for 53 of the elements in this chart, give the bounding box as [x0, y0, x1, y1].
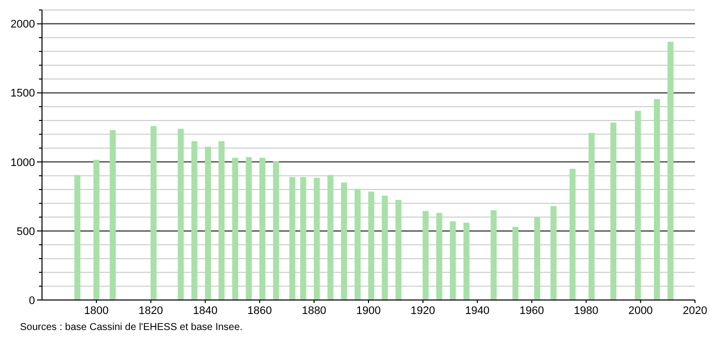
bar	[314, 178, 320, 300]
bar	[382, 196, 388, 300]
y-tick-label: 1000	[10, 156, 35, 169]
x-tick-label: 1980	[574, 305, 598, 317]
bar	[550, 206, 557, 300]
bar	[246, 157, 252, 300]
x-tick-label: 2020	[682, 305, 708, 317]
x-tick-label: 1900	[356, 305, 381, 317]
bar	[191, 141, 198, 300]
bar	[272, 161, 279, 300]
bar	[110, 130, 116, 300]
y-tick-label: 2000	[10, 18, 35, 31]
bar	[512, 226, 518, 300]
x-tick-label: 1860	[247, 305, 272, 317]
bar	[610, 122, 616, 300]
bar	[300, 177, 306, 300]
bar	[436, 213, 442, 300]
y-tick-label: 500	[16, 226, 35, 238]
source-note: Sources : base Cassini de l'EHESS et base Insee.	[20, 322, 243, 333]
x-tick-label: 1940	[465, 305, 490, 317]
bar	[341, 182, 348, 300]
bar	[422, 210, 429, 300]
y-tick-label: 1500	[10, 88, 35, 100]
bar	[490, 210, 497, 300]
x-tick-label: 1840	[193, 305, 218, 317]
x-tick-label: 1920	[410, 305, 436, 317]
x-tick-label: 1960	[520, 305, 544, 317]
y-tick-label: 0	[28, 294, 35, 307]
x-tick-label: 1820	[138, 305, 164, 317]
bar	[259, 158, 266, 300]
bar	[178, 128, 184, 300]
bar	[450, 221, 456, 300]
bar	[395, 200, 402, 300]
bar	[327, 175, 334, 300]
bar	[463, 222, 470, 300]
bar	[218, 141, 225, 300]
x-tick-label: 1800	[84, 305, 109, 317]
bar	[634, 110, 641, 300]
bar	[668, 42, 674, 300]
bar	[654, 99, 660, 300]
bar	[74, 175, 80, 300]
bar	[570, 168, 576, 300]
x-tick-label: 2000	[628, 305, 653, 317]
x-tick-label: 1880	[302, 305, 326, 317]
bar	[534, 217, 540, 300]
bar	[204, 146, 211, 300]
bar	[93, 160, 100, 300]
bar	[289, 177, 296, 300]
bar	[232, 158, 238, 300]
bar	[588, 132, 595, 300]
bar	[354, 188, 361, 300]
bar	[368, 192, 374, 300]
bar	[150, 126, 157, 300]
